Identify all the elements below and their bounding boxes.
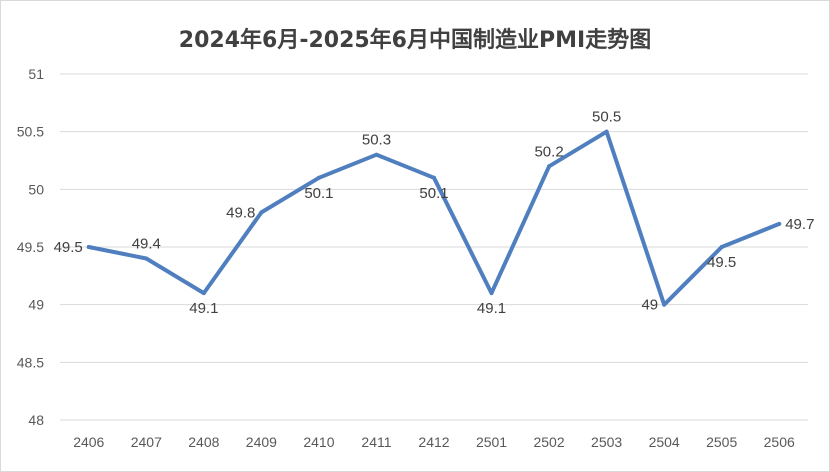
data-point <box>374 152 379 157</box>
y-tick-label: 49 <box>28 297 44 313</box>
data-point <box>144 256 149 261</box>
data-label: 50.2 <box>534 143 563 160</box>
y-tick-label: 51 <box>28 66 44 82</box>
data-point <box>489 291 494 296</box>
data-label: 50.5 <box>592 109 621 126</box>
data-point <box>719 245 724 249</box>
series-line <box>86 129 782 307</box>
y-tick-label: 50.5 <box>17 124 44 140</box>
x-tick-label: 2506 <box>764 434 795 450</box>
x-tick-label: 2505 <box>706 434 737 450</box>
data-label: 49.7 <box>785 216 814 233</box>
data-point <box>547 164 552 169</box>
data-point <box>316 175 321 180</box>
chart-title: 2024年6月-2025年6月中国制造业PMI走势图 <box>178 28 652 53</box>
data-label: 49.4 <box>132 236 161 253</box>
data-label: 49.8 <box>226 204 255 221</box>
y-tick-label: 50 <box>28 181 44 197</box>
x-tick-label: 2501 <box>476 434 507 450</box>
series-layer <box>86 129 782 307</box>
data-point <box>777 221 782 226</box>
data-label: 50.1 <box>304 185 333 202</box>
x-tick-label: 2412 <box>418 434 449 450</box>
y-axis-ticks: 48 48.5 49 49.5 50 50.5 51 <box>17 66 44 428</box>
data-label: 49.1 <box>189 300 218 317</box>
data-label: 49.1 <box>477 300 506 317</box>
y-tick-label: 48 <box>28 412 44 428</box>
data-point <box>86 245 91 249</box>
x-tick-label: 2410 <box>303 434 334 450</box>
x-tick-label: 2408 <box>188 434 219 450</box>
x-axis-ticks: 2406 2407 2408 2409 2410 2411 2412 2501 2502 2503… <box>73 434 795 450</box>
x-tick-label: 2502 <box>533 434 564 450</box>
x-tick-label: 2411 <box>361 434 391 450</box>
data-label: 49.5 <box>707 254 736 271</box>
x-tick-label: 2406 <box>73 434 104 450</box>
data-label: 49 <box>641 297 658 314</box>
data-label: 49.5 <box>54 239 83 256</box>
x-tick-label: 2503 <box>591 434 622 450</box>
data-point <box>604 129 609 134</box>
y-tick-label: 48.5 <box>17 354 44 370</box>
data-point <box>201 291 206 296</box>
y-tick-label: 49.5 <box>17 239 44 255</box>
x-tick-label: 2407 <box>131 434 162 450</box>
gridlines <box>60 73 808 421</box>
x-tick-label: 2504 <box>649 434 680 450</box>
data-labels: 49.5 49.4 49.1 49.8 50.1 50.3 50.1 49.1 50.2 50.5… <box>54 109 815 317</box>
data-point <box>432 175 436 180</box>
data-label: 50.3 <box>362 132 391 149</box>
data-point <box>662 302 667 307</box>
data-label: 50.1 <box>419 185 448 202</box>
x-tick-label: 2409 <box>246 434 277 450</box>
data-point <box>259 210 264 215</box>
